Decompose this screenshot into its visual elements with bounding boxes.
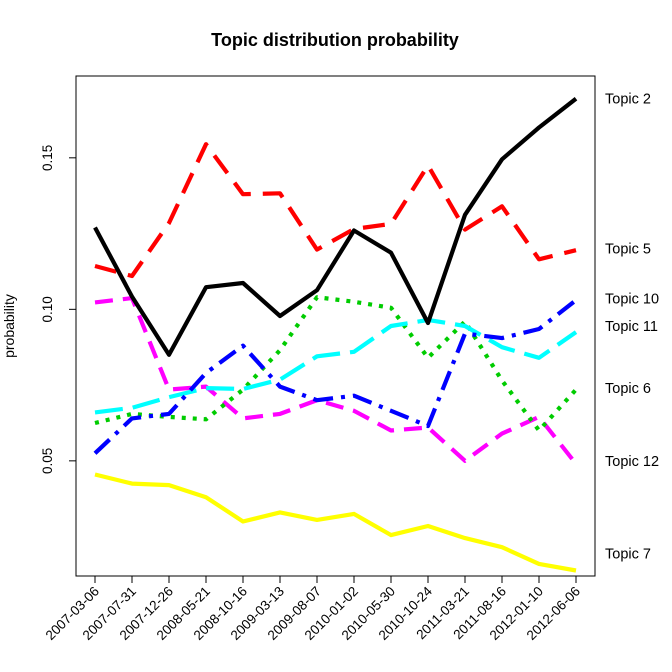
series-label-topic-6: Topic 6 — [605, 381, 651, 397]
series-label-topic-5: Topic 5 — [605, 242, 651, 258]
plot-frame — [75, 75, 596, 577]
series-label-topic-2: Topic 2 — [605, 92, 651, 108]
series-line-topic-11 — [94, 317, 578, 415]
series-label-topic-7: Topic 7 — [605, 546, 651, 562]
chart-title: Topic distribution probability — [211, 30, 459, 50]
y-tick-label: 0.10 — [40, 296, 55, 322]
series-label-topic-11: Topic 11 — [605, 319, 658, 335]
series-line-topic-6 — [94, 295, 578, 433]
series-label-topic-10: Topic 10 — [605, 292, 659, 308]
series-line-topic-10 — [93, 298, 578, 455]
series-line-topic-5 — [94, 142, 577, 279]
y-tick-label: 0.05 — [40, 448, 55, 474]
series-label-topic-12: Topic 12 — [605, 454, 659, 470]
series-line-topic-12 — [94, 296, 578, 466]
series-line-topic-2 — [93, 97, 578, 357]
series-line-topic-7 — [94, 472, 577, 573]
y-tick-label: 0.15 — [40, 145, 55, 171]
y-axis-label: probability — [1, 294, 17, 358]
